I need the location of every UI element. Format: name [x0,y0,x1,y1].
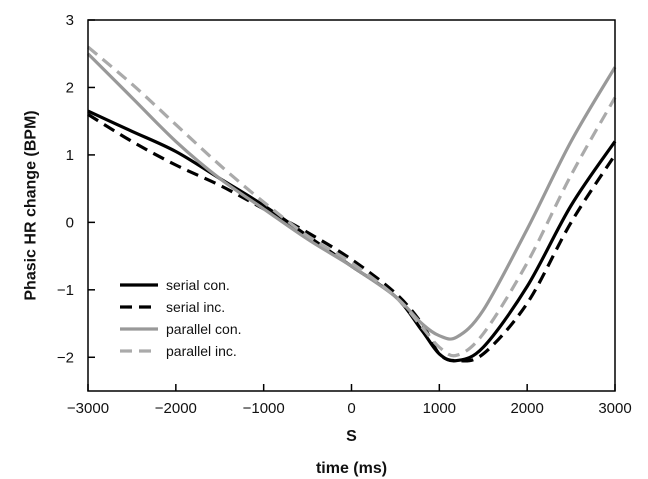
series-line-parallel-con [86,52,617,341]
y-tick-label: −2 [57,349,74,366]
y-axis-title: Phasic HR change (BPM) [23,110,40,300]
series-line-parallel-inc [86,45,617,358]
y-tick-label: 1 [66,147,74,164]
x-tick-label: 1000 [423,400,456,417]
y-tick-label: 0 [66,214,74,231]
y-tick-label: 2 [66,79,74,96]
x-tick-label: −1000 [243,400,285,417]
x-axis-title: time (ms) [316,460,387,477]
series-line-serial-inc [87,113,617,363]
y-tick-label: 3 [66,12,74,29]
legend-label-serial-inc: serial inc. [166,299,225,315]
x-axis-marker: S [346,428,357,445]
x-tick-label: 2000 [510,400,543,417]
x-tick-label: −2000 [155,400,197,417]
legend-label-serial-con: serial con. [166,277,230,293]
axis-tick-labels: −3000 −2000 −1000 0 1000 2000 3000 −2 −1 0 1 2 3 [57,12,632,417]
y-tick-label: −1 [57,282,74,299]
legend-label-parallel-con: parallel con. [166,321,242,337]
legend-label-parallel-inc: parallel inc. [166,343,237,359]
legend: serial con. serial inc. parallel con. paral… [120,277,242,359]
axis-ticks [87,19,616,391]
plot-area [86,45,617,363]
x-tick-label: 3000 [598,400,631,417]
x-tick-label: 0 [347,400,355,417]
x-tick-label: −3000 [67,400,109,417]
